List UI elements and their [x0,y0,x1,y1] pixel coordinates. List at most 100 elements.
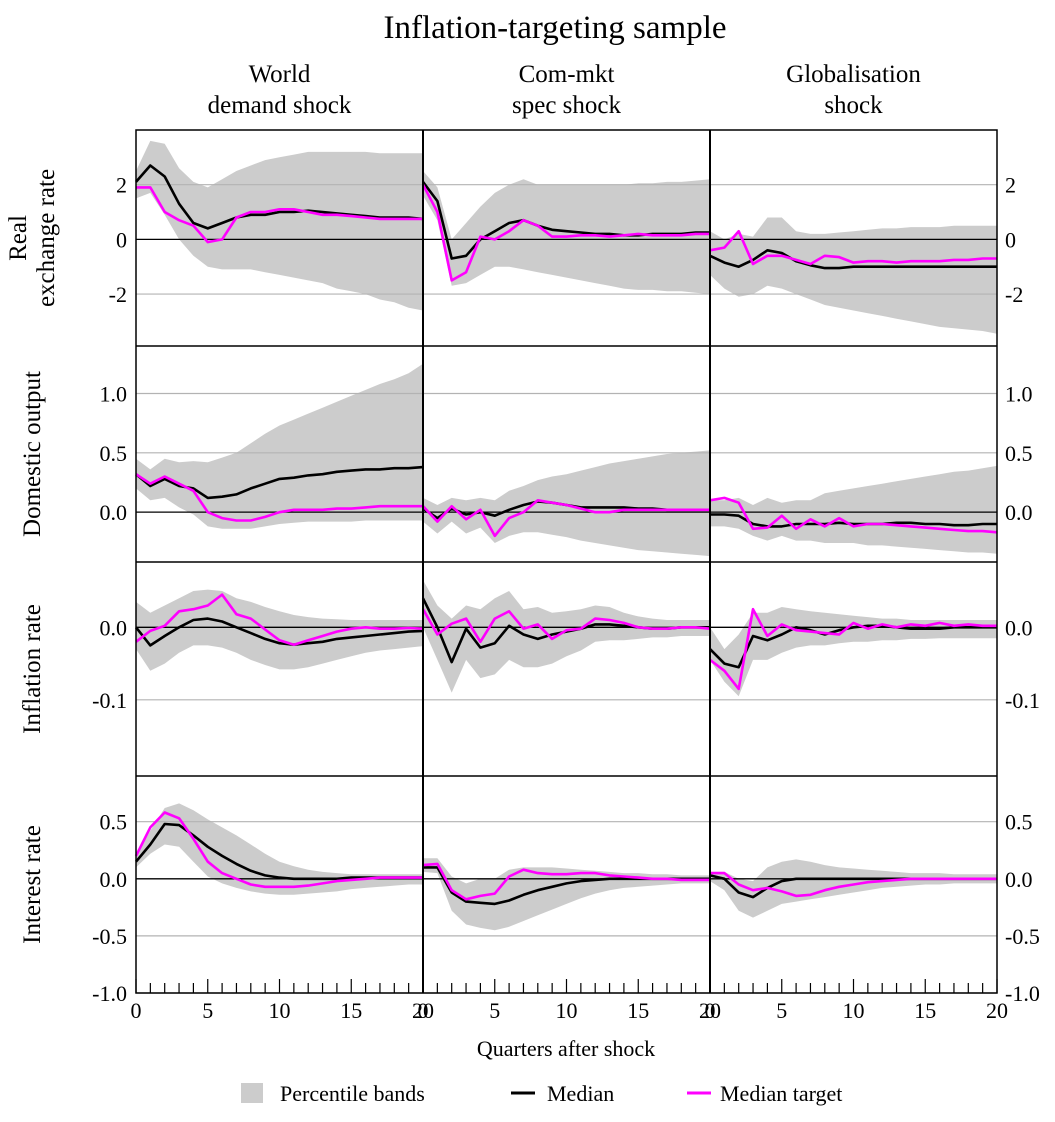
x-axis-label: Quarters after shock [477,1036,655,1061]
panel-r4-c2 [422,821,710,994]
legend-label-band: Percentile bands [280,1081,425,1106]
panel-r1-c2 [421,171,710,295]
column-headers: World demand shock Com-mkt spec shock Global… [208,61,922,119]
y-tick-label-right: -0.5 [1005,924,1040,949]
y-tick-label-right: -1.0 [1005,981,1040,1006]
panel-r1-c1 [135,140,424,311]
percentile-band [423,450,710,557]
median-target-line [421,608,711,644]
y-tick-label-left: 0.5 [100,441,128,466]
y-tick-label-right: 0.0 [1005,615,1033,640]
median-target-line [421,184,710,282]
x-tick-label: 20 [986,998,1008,1023]
panel-r1-c3 [709,184,997,334]
column-header-1: World demand shock [208,61,352,119]
row-label-1: Realexchange rate [5,169,60,307]
panel-r3-c3 [709,607,997,701]
percentile-band [423,858,710,931]
y-tick-label-left: 2 [116,173,127,198]
legend-label-median-target: Median target [720,1081,842,1106]
x-tick-label: 0 [418,998,429,1023]
column-header-2-line-2: spec shock [512,92,621,119]
row-label-1-line-1: Real [5,215,32,261]
y-tick-label-left: -0.1 [92,688,127,713]
row-label-4: Interest rate [19,825,46,944]
x-tick-label: 20 [412,998,434,1023]
chart-title: Inflation-targeting sample [383,10,726,46]
y-tick-label-left: -2 [109,282,127,307]
median-target-line [135,593,424,647]
column-header-2-line-1: Com-mkt [519,61,615,88]
x-tick-label: 5 [776,998,787,1023]
legend-label-median: Median [547,1081,614,1106]
y-tick-label-left: -0.5 [92,924,127,949]
panel-r2-c3 [709,392,998,554]
x-tick-label: 5 [202,998,213,1023]
percentile-band [136,363,423,529]
y-tick-label-left: 0.0 [100,615,128,640]
percentile-band [710,859,997,918]
x-tick-label: 0 [705,998,716,1023]
median-target-line [422,498,710,538]
median-line [135,164,424,230]
column-header-2: Com-mkt spec shock [512,61,621,119]
y-tick-label-right: 0.0 [1005,500,1033,525]
percentile-band [136,140,423,311]
x-tick-label: 10 [556,998,578,1023]
row-label-2: Domestic output [19,371,46,537]
x-tick-label: 15 [914,998,936,1023]
y-tick-label-right: 1.0 [1005,381,1033,406]
y-tick-label-right: 0.0 [1005,867,1033,892]
panel-r3-c1 [134,589,424,701]
y-tick-label-left: 1.0 [100,381,128,406]
x-tick-label: 10 [843,998,865,1023]
median-target-line [422,862,710,901]
x-tick-label: 15 [627,998,649,1023]
y-tick-label-right: -2 [1005,282,1023,307]
median-line [710,513,997,528]
row-label-2-line-1: Domestic output [19,371,46,537]
column-header-1-line-2: demand shock [208,92,352,119]
y-tick-label-right: 0 [1005,227,1016,252]
x-tick-label: 20 [699,998,721,1023]
y-tick-label-right: 0.5 [1005,441,1033,466]
column-header-1-line-1: World [249,61,311,88]
median-line [709,249,997,270]
x-tick-label: 0 [131,998,142,1023]
row-label-3-line-1: Inflation rate [19,604,46,734]
row-label-3: Inflation rate [19,604,46,734]
median-target-line [709,496,998,534]
column-header-3-line-2: shock [824,92,883,119]
median-target-line [710,871,997,898]
y-tick-label-left: 0.0 [100,867,128,892]
row-label-4-line-1: Interest rate [19,825,46,944]
percentile-band [136,803,423,895]
panels [134,140,998,994]
median-target-line [135,473,423,522]
median-target-line [134,811,423,889]
median-target-line [136,186,423,244]
percentile-band [136,589,423,671]
percentile-band [710,217,997,334]
panel-r4-c3 [709,821,997,994]
legend: Percentile bands Median Median target [241,1081,842,1106]
x-tick-label: 5 [489,998,500,1023]
percentile-band [423,171,710,295]
panel-r3-c2 [421,580,711,701]
median-line [709,624,997,669]
y-tick-label-left: 0.0 [100,500,128,525]
panel-r2-c1 [135,363,424,529]
legend-swatch-percentile-bands [241,1083,263,1103]
y-tick-label-left: -1.0 [92,981,127,1006]
y-tick-label-right: 0.5 [1005,810,1033,835]
median-line [421,181,710,260]
column-header-3-line-1: Globalisation [786,61,921,88]
row-labels: Realexchange rate Domestic output Inflatio… [5,169,60,944]
y-tick-label-left: 0 [116,227,127,252]
x-tick-label: 10 [269,998,291,1023]
y-tick-label-left: 0.5 [100,810,128,835]
percentile-band [423,580,710,693]
y-tick-label-right: -0.1 [1005,688,1040,713]
y-tick-label-right: 2 [1005,173,1016,198]
